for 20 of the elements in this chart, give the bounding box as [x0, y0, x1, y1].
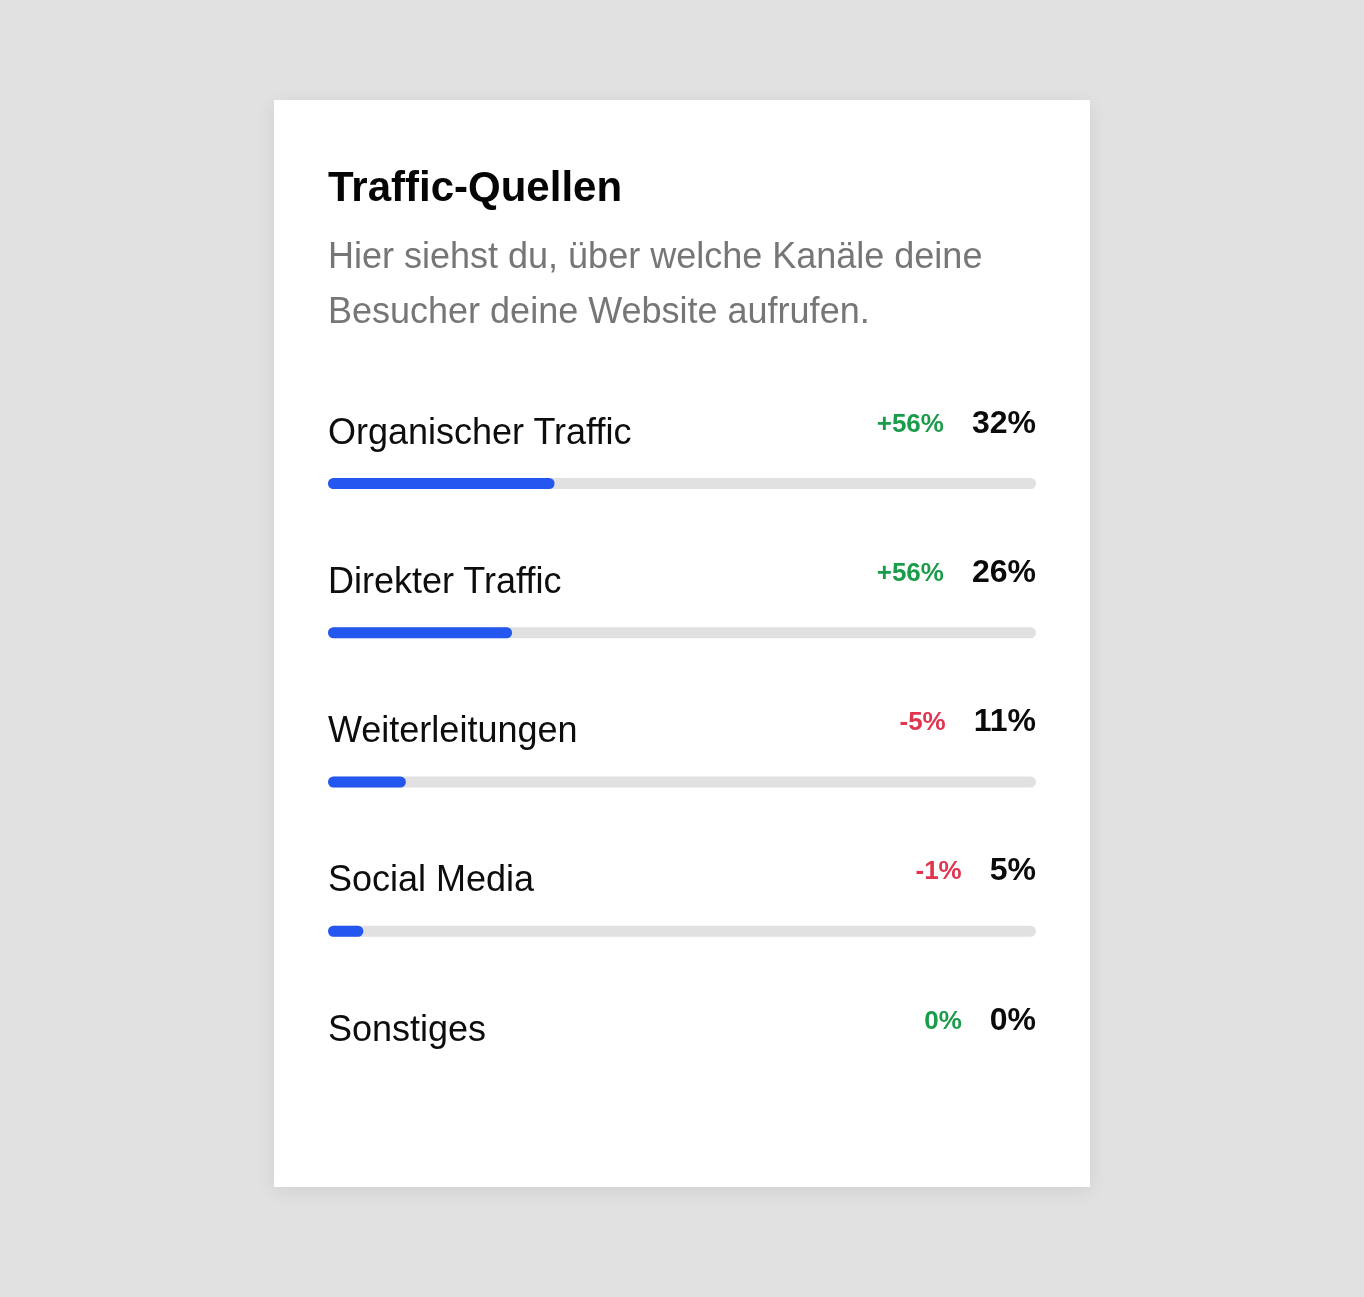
data-label: 5%	[989, 851, 1036, 888]
annotation: +56%	[876, 557, 944, 588]
chart-subtitle: Hier siehst du, über welche Kanäle deine Besucher deine Website aufrufen.	[328, 234, 984, 333]
data-label: 26%	[971, 553, 1036, 590]
bar	[328, 478, 555, 490]
annotation: -1%	[915, 855, 962, 886]
y-tick-label: Social Media	[328, 858, 536, 900]
annotation: +56%	[876, 408, 944, 439]
data-label: 11%	[973, 702, 1036, 739]
y-tick-label: Weiterleitungen	[328, 709, 578, 751]
bar	[328, 627, 513, 639]
bar	[328, 776, 406, 788]
y-tick-label: Organischer Traffic	[328, 411, 632, 453]
annotation: 0%	[924, 1005, 962, 1036]
chart-title: Traffic-Quellen	[328, 163, 624, 210]
y-tick-label: Sonstiges	[328, 1008, 487, 1050]
data-label: 32%	[971, 404, 1036, 441]
y-tick-label: Direkter Traffic	[328, 560, 562, 602]
annotation: -5%	[899, 706, 946, 737]
data-label: 0%	[989, 1001, 1036, 1038]
